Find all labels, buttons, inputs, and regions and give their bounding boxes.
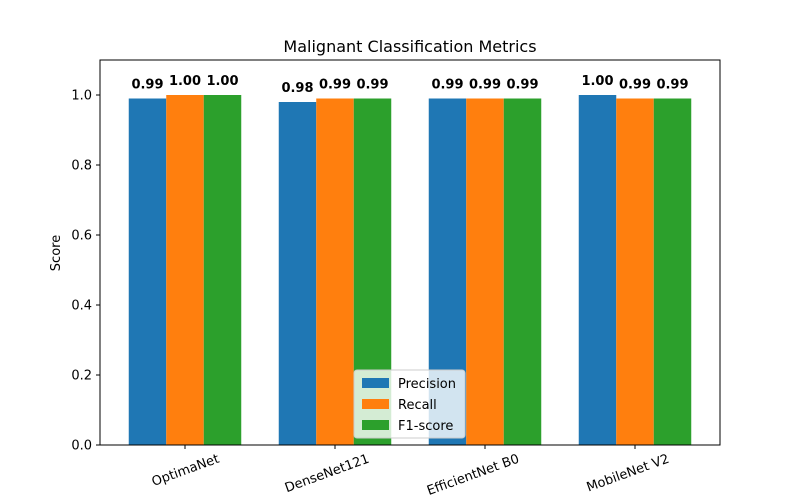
legend-label: Precision <box>398 377 456 392</box>
value-label: 0.99 <box>131 78 163 93</box>
value-label: 0.99 <box>319 78 351 93</box>
y-tick-label: 0.2 <box>71 369 92 384</box>
legend-swatch <box>362 378 389 388</box>
bar-f1-score-mobilenet-v2 <box>653 98 692 445</box>
bar-precision-densenet121 <box>278 102 317 445</box>
bar-recall-efficientnet-b0 <box>466 98 504 445</box>
y-tick-label: 0.4 <box>71 299 92 314</box>
value-label: 0.99 <box>431 78 463 93</box>
value-label: 0.99 <box>619 78 651 93</box>
bar-precision-mobilenet-v2 <box>578 95 617 445</box>
y-tick-label: 1.0 <box>71 89 92 104</box>
legend: Precision Recall F1-score <box>353 369 466 439</box>
value-labels-layer: 0.99 1.00 1.00 0.98 0.99 0.99 0.99 0.99 0.99 1.00… <box>131 74 688 96</box>
value-label: 1.00 <box>169 74 201 89</box>
bar-precision-optimanet <box>128 98 167 445</box>
legend-label: Recall <box>398 398 437 413</box>
chart-title: Malignant Classification Metrics <box>283 37 536 56</box>
legend-swatch <box>362 420 389 430</box>
value-label: 0.99 <box>469 78 501 93</box>
value-label: 0.99 <box>656 78 688 93</box>
legend-swatch <box>362 399 389 409</box>
bar-recall-mobilenet-v2 <box>616 98 654 445</box>
bar-f1-score-optimanet <box>203 95 242 445</box>
value-label: 0.99 <box>356 78 388 93</box>
y-tick-label: 0.8 <box>71 159 92 174</box>
value-label: 0.98 <box>281 81 313 96</box>
value-label: 1.00 <box>206 74 238 89</box>
bar-recall-optimanet <box>166 95 204 445</box>
y-tick-label: 0.6 <box>71 229 92 244</box>
plot-frame <box>99 59 721 446</box>
value-label: 0.99 <box>506 78 538 93</box>
y-axis-label: Score <box>49 235 64 271</box>
value-label: 1.00 <box>581 74 613 89</box>
bar-f1-score-efficientnet-b0 <box>503 98 542 445</box>
legend-label: F1-score <box>398 419 453 434</box>
y-tick-label: 0.0 <box>71 439 92 454</box>
bar-recall-densenet121 <box>316 98 354 445</box>
